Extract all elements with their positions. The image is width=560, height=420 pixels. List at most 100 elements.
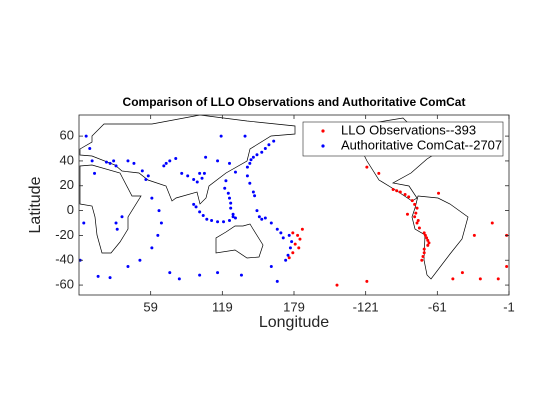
scatter-point bbox=[194, 205, 198, 209]
scatter-point bbox=[269, 264, 273, 268]
africa-outline bbox=[79, 164, 142, 254]
scatter-point bbox=[186, 174, 190, 178]
eurasia-outline bbox=[79, 115, 296, 205]
scatter-point bbox=[108, 276, 112, 280]
scatter-point bbox=[300, 227, 304, 231]
scatter-point bbox=[114, 221, 118, 225]
scatter-point bbox=[416, 219, 420, 223]
scatter-point bbox=[150, 196, 154, 200]
scatter-point bbox=[249, 158, 253, 162]
scatter-point bbox=[216, 159, 220, 163]
scatter-point bbox=[417, 226, 421, 230]
scatter-point bbox=[233, 170, 237, 174]
scatter-point bbox=[195, 180, 199, 184]
x-tick-label: -61 bbox=[428, 299, 447, 314]
scatter-point bbox=[293, 242, 297, 246]
scatter-point bbox=[192, 202, 196, 206]
scatter-point bbox=[231, 212, 235, 216]
scatter-point bbox=[422, 231, 426, 235]
legend-label: Authoritative ComCat--2707 bbox=[341, 137, 502, 152]
scatter-point bbox=[297, 246, 301, 250]
scatter-point bbox=[398, 190, 402, 194]
scatter-point bbox=[286, 253, 290, 257]
scatter-point bbox=[472, 233, 476, 237]
scatter-point bbox=[426, 243, 430, 247]
scatter-point bbox=[422, 247, 426, 251]
y-tick-label: 40 bbox=[60, 152, 74, 167]
scatter-point bbox=[228, 219, 231, 223]
scatter-point bbox=[260, 150, 264, 154]
scatter-point bbox=[138, 258, 142, 262]
scatter-point bbox=[108, 161, 112, 165]
north-america-outline bbox=[318, 117, 439, 202]
scatter-point bbox=[427, 241, 431, 245]
scatter-point bbox=[288, 246, 292, 250]
scatter-point bbox=[413, 202, 417, 206]
scatter-point bbox=[202, 171, 206, 175]
scatter-point bbox=[200, 176, 204, 180]
scatter-point bbox=[210, 219, 214, 223]
x-tick-label: 179 bbox=[283, 299, 305, 314]
scatter-point bbox=[205, 217, 209, 221]
scatter-point bbox=[239, 273, 243, 277]
scatter-point bbox=[478, 277, 482, 281]
scatter-point bbox=[156, 233, 160, 237]
scatter-point bbox=[421, 255, 425, 259]
scatter-point bbox=[281, 236, 285, 240]
south-america-outline bbox=[411, 195, 469, 280]
scatter-point bbox=[287, 256, 291, 260]
x-tick-label: -121 bbox=[353, 299, 379, 314]
scatter-point bbox=[126, 264, 130, 268]
scatter-point bbox=[291, 251, 295, 255]
x-axis-label: Longitude bbox=[259, 314, 329, 331]
scatter-point bbox=[284, 258, 288, 262]
scatter-point bbox=[192, 178, 196, 182]
scatter-point bbox=[420, 258, 424, 262]
scatter-point bbox=[120, 215, 124, 219]
australia-outline bbox=[215, 223, 264, 259]
scatter-point bbox=[168, 271, 172, 275]
scatter-point bbox=[162, 164, 166, 168]
scatter-point bbox=[279, 231, 283, 235]
scatter-point bbox=[415, 221, 419, 225]
scatter-point bbox=[198, 171, 202, 175]
scatter-point bbox=[233, 216, 237, 220]
legend-label: LLO Observations--393 bbox=[341, 122, 476, 137]
scatter-point bbox=[426, 238, 430, 242]
scatter-point bbox=[255, 153, 259, 157]
scatter-point bbox=[248, 161, 252, 165]
scatter-point bbox=[96, 274, 100, 278]
x-tick-label: 119 bbox=[212, 299, 233, 314]
scatter-point bbox=[377, 171, 381, 175]
scatter-point bbox=[84, 134, 88, 138]
scatter-point bbox=[226, 191, 230, 195]
scatter-point bbox=[150, 246, 154, 250]
scatter-point bbox=[253, 194, 257, 198]
scatter-point bbox=[263, 147, 267, 151]
scatter-point bbox=[496, 277, 500, 281]
y-tick-label: 20 bbox=[60, 177, 74, 192]
y-tick-label: -60 bbox=[55, 277, 74, 292]
scatter-point bbox=[222, 220, 226, 224]
scatter-point bbox=[90, 159, 94, 163]
scatter-point bbox=[425, 236, 429, 240]
scatter-point bbox=[403, 192, 407, 196]
scatter-point bbox=[93, 171, 97, 175]
scatter-point bbox=[198, 273, 202, 277]
x-tick-label: 59 bbox=[143, 299, 157, 314]
scatter-point bbox=[395, 189, 399, 193]
y-tick-label: -20 bbox=[55, 227, 74, 242]
scatter-point bbox=[219, 134, 223, 138]
scatter-point bbox=[174, 156, 178, 160]
scatter-point bbox=[168, 159, 172, 163]
y-tick-label: 0 bbox=[67, 202, 74, 217]
scatter-point bbox=[132, 161, 136, 165]
legend-marker bbox=[321, 144, 325, 148]
scatter-point bbox=[229, 206, 233, 210]
scatter-point bbox=[248, 181, 252, 185]
scatter-point bbox=[263, 216, 267, 220]
scatter-point bbox=[229, 201, 233, 205]
scatter-point bbox=[269, 221, 273, 225]
scatter-layer bbox=[79, 134, 509, 287]
